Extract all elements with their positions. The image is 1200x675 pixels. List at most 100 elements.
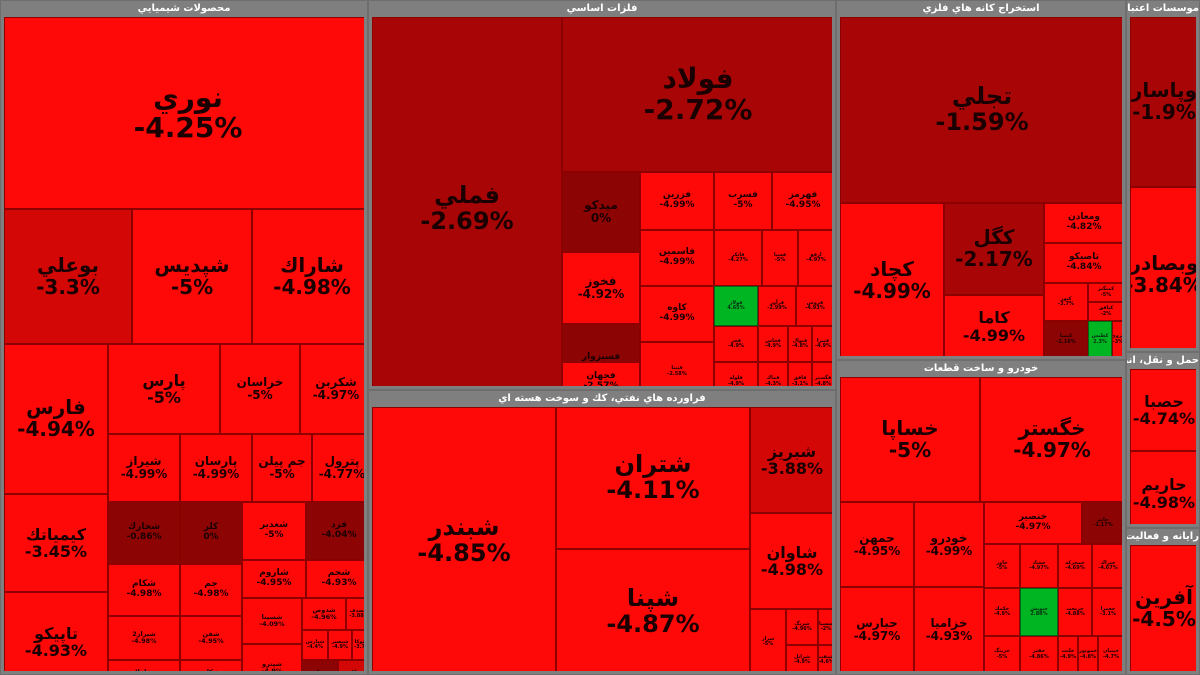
heatmap-tile[interactable]: شاملا-4.98% — [108, 660, 180, 671]
heatmap-tile[interactable]: خريخت -4.88% — [1058, 588, 1092, 636]
heatmap-tile[interactable]: كاما -4.99% — [944, 295, 1044, 356]
heatmap-tile[interactable]: شغدير -5% — [242, 502, 306, 560]
heatmap-tile[interactable]: فبيرا -4.9% — [812, 326, 832, 362]
heatmap-tile[interactable]: ارفع -4.97% — [798, 230, 832, 286]
heatmap-tile[interactable]: خاتم -1.17% — [1082, 502, 1122, 544]
heatmap-tile[interactable]: خلنت -4.9% — [1058, 636, 1078, 671]
heatmap-tile[interactable]: شدوص -4.96% — [302, 598, 346, 630]
heatmap-tile[interactable]: شزنگ -4.96% — [786, 609, 818, 645]
heatmap-tile[interactable]: فجر -4.9% — [714, 326, 758, 362]
heatmap-tile[interactable]: شبريز -3.88% — [750, 407, 832, 513]
heatmap-tile[interactable]: كيمياتك -3.45% — [4, 494, 108, 592]
heatmap-tile[interactable]: شبصير -4.9% — [328, 630, 352, 660]
heatmap-tile[interactable]: خگستر -4.97% — [980, 377, 1122, 502]
heatmap-tile[interactable]: پارسان -4.99% — [180, 434, 252, 502]
heatmap-tile[interactable]: شيراز -4.99% — [108, 434, 180, 502]
heatmap-tile[interactable]: فافق -3.1% — [788, 362, 812, 386]
heatmap-tile[interactable]: فپنتا -2.58% — [640, 342, 714, 386]
heatmap-tile[interactable]: فنوال -4.8% — [788, 326, 812, 362]
heatmap-tile[interactable]: فاتکر -4.27% — [714, 230, 762, 286]
heatmap-tile[interactable]: فخاس -4.9% — [758, 326, 788, 362]
heatmap-tile[interactable]: شيراز2 -4.98% — [108, 616, 180, 660]
heatmap-tile[interactable]: شکربن -4.97% — [300, 344, 364, 434]
heatmap-tile[interactable]: آفرين -4.5% — [1130, 545, 1196, 671]
heatmap-tile[interactable]: شاروم -4.95% — [242, 560, 306, 598]
heatmap-tile[interactable]: شكام -4.98% — [108, 564, 180, 616]
heatmap-tile[interactable]: خپويش 2.88% — [1020, 588, 1058, 636]
heatmap-tile[interactable]: تجلي -1.59% — [840, 17, 1122, 203]
heatmap-tile[interactable]: خساپا -5% — [840, 377, 980, 502]
heatmap-tile[interactable]: خشاد -4.97% — [1020, 544, 1058, 588]
heatmap-tile[interactable]: شفن -4.95% — [180, 616, 242, 660]
heatmap-tile[interactable]: خموتور -4.8% — [1078, 636, 1098, 671]
heatmap-tile[interactable]: حاريم -4.98% — [1130, 451, 1196, 524]
heatmap-tile[interactable]: بوعلي -3.3% — [4, 209, 132, 344]
heatmap-tile[interactable]: ميدكو 0% — [562, 172, 640, 252]
heatmap-tile[interactable]: خرينگ -5% — [984, 636, 1020, 671]
heatmap-tile[interactable]: شگل-2.8% — [338, 660, 364, 671]
heatmap-tile[interactable]: كچاد -4.99% — [840, 203, 944, 356]
heatmap-tile[interactable]: ختراك -4.67% — [1092, 544, 1122, 588]
heatmap-tile[interactable]: حبارس -4.97% — [840, 587, 914, 671]
heatmap-tile[interactable]: شاراك -4.98% — [252, 209, 364, 344]
heatmap-tile[interactable]: نوري -4.25% — [4, 17, 364, 209]
heatmap-tile[interactable]: شپترو -4.9% — [242, 644, 302, 671]
heatmap-tile[interactable]: شسينا -4.09% — [242, 598, 302, 644]
heatmap-tile[interactable]: فروس -4.93% — [796, 286, 832, 326]
heatmap-tile[interactable]: فگستر -4.8% — [812, 362, 832, 386]
heatmap-tile[interactable]: شصدف-3.88% — [346, 598, 364, 630]
heatmap-tile[interactable]: شرنگي-3.2% — [302, 660, 338, 671]
heatmap-tile[interactable]: شرانل -4.9% — [786, 645, 818, 671]
heatmap-tile[interactable]: پترول -4.77% — [312, 434, 364, 502]
heatmap-tile[interactable]: فاسمين -4.99% — [640, 230, 714, 286]
heatmap-tile[interactable]: جم -4.98% — [180, 564, 242, 616]
heatmap-tile[interactable]: شراز -5% — [750, 609, 786, 671]
heatmap-tile[interactable]: خعمرا -3.1% — [1092, 588, 1122, 636]
heatmap-tile[interactable]: فملي -2.69% — [372, 17, 562, 386]
heatmap-tile[interactable]: شبندر -4.85% — [372, 407, 556, 671]
heatmap-tile[interactable]: شخارك -0.86% — [108, 502, 180, 564]
heatmap-tile[interactable]: شپنا -4.87% — [556, 549, 750, 671]
heatmap-tile[interactable]: خراسان -5% — [220, 344, 300, 434]
heatmap-tile[interactable]: خاور -5% — [984, 544, 1020, 588]
heatmap-tile[interactable]: خودرو -4.99% — [914, 502, 984, 587]
heatmap-tile[interactable]: شپديس -5% — [132, 209, 252, 344]
heatmap-tile[interactable]: كيميا -2.16% — [1044, 321, 1088, 356]
heatmap-tile[interactable]: فخوز -4.92% — [562, 252, 640, 324]
heatmap-tile[interactable]: خكمك -4.9% — [984, 588, 1020, 636]
heatmap-tile[interactable]: كاوه -4.99% — [640, 286, 714, 342]
heatmap-tile[interactable]: فجهان -2.57% — [562, 362, 640, 386]
heatmap-tile[interactable]: تاپيكو -4.93% — [4, 592, 108, 671]
heatmap-tile[interactable]: كگل -2.17% — [944, 203, 1044, 295]
heatmap-tile[interactable]: شپارس -4.4% — [302, 630, 328, 660]
heatmap-tile[interactable]: كبافق -2% — [1088, 302, 1122, 321]
heatmap-tile[interactable]: شتران -4.11% — [556, 407, 750, 549]
heatmap-tile[interactable]: جم پيلن -5% — [252, 434, 312, 502]
heatmap-tile[interactable]: حصبا -4.74% — [1130, 369, 1196, 451]
heatmap-tile[interactable]: پارس -5% — [108, 344, 220, 434]
heatmap-tile[interactable]: شکلر-4.95% — [180, 660, 242, 671]
heatmap-tile[interactable]: كطبس 2.3% — [1088, 321, 1112, 356]
heatmap-tile[interactable]: خنصير -4.97% — [984, 502, 1082, 544]
heatmap-tile[interactable]: شنفت-4.6% — [818, 645, 832, 671]
heatmap-tile[interactable]: خمحركه -4.69% — [1058, 544, 1092, 588]
heatmap-tile[interactable]: كلر 0% — [180, 502, 242, 564]
heatmap-tile[interactable]: وبصادر-3.84% — [1130, 187, 1196, 348]
heatmap-tile[interactable]: فرد -4.04% — [306, 502, 364, 560]
heatmap-tile[interactable]: فسپا -5% — [762, 230, 798, 286]
heatmap-tile[interactable]: كروي-3% — [1112, 321, 1122, 356]
heatmap-tile[interactable]: خفنر -4.86% — [1020, 636, 1058, 671]
heatmap-tile[interactable]: فارس -4.94% — [4, 344, 108, 494]
heatmap-tile[interactable]: كمنگنز -5% — [1088, 283, 1122, 302]
heatmap-tile[interactable]: شسپا -2% — [818, 609, 832, 645]
heatmap-tile[interactable]: حمهن -4.95% — [840, 502, 914, 587]
heatmap-tile[interactable]: شتوکا-3.7% — [352, 630, 364, 660]
heatmap-tile[interactable]: شاوان -4.98% — [750, 513, 832, 609]
heatmap-tile[interactable]: فهرمز -4.95% — [772, 172, 832, 230]
heatmap-tile[interactable]: فرآور -2.99% — [758, 286, 796, 326]
heatmap-tile[interactable]: شجم -4.93% — [306, 560, 364, 598]
heatmap-tile[interactable]: فزرين -4.99% — [640, 172, 714, 230]
heatmap-tile[interactable]: ومعادن -4.82% — [1044, 203, 1122, 243]
heatmap-tile[interactable]: كنور -3.7% — [1044, 283, 1088, 321]
heatmap-tile[interactable]: خبنيان -4.7% — [1098, 636, 1122, 671]
